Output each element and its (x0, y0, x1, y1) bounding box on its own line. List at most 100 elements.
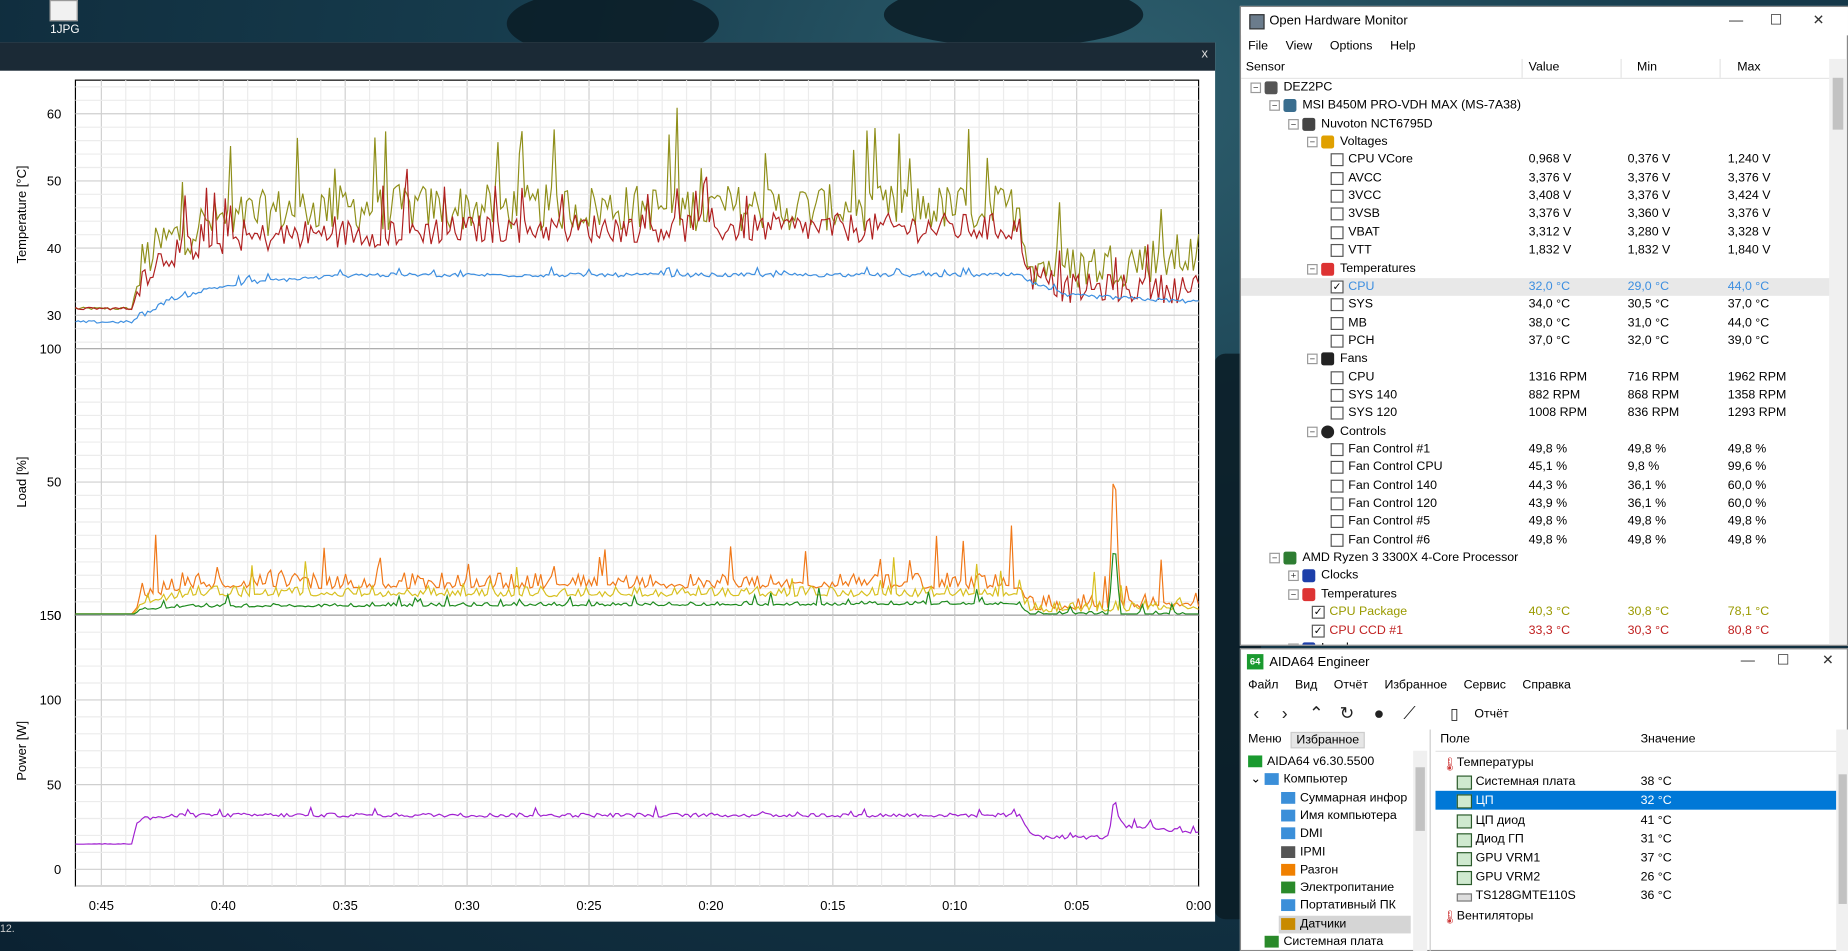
tree-node[interactable]: − Voltages (1241, 133, 1830, 151)
close-icon[interactable]: x (1201, 47, 1209, 62)
tree-node[interactable]: − DEZ2PC (1241, 79, 1830, 97)
menu-report[interactable]: Отчёт (1333, 677, 1369, 692)
forward-icon[interactable]: › (1281, 703, 1288, 724)
sensor-row[interactable]: GPU VRM2 26 °C (1435, 868, 1836, 887)
series-line[interactable] (75, 801, 1199, 845)
sensor-row[interactable]: Fan Control #5 49,8 % 49,8 % 49,8 % (1241, 513, 1830, 531)
sensor-row[interactable]: AVCC 3,376 V 3,376 V 3,376 V (1241, 169, 1830, 187)
series-line[interactable] (75, 168, 1200, 311)
menu-help[interactable]: Справка (1522, 677, 1571, 692)
group-header[interactable]: 🌡 Температуры (1435, 753, 1836, 772)
expand-icon[interactable]: + (1288, 570, 1299, 582)
sensor-row[interactable]: TS128GMTE110S 36 °C (1435, 887, 1836, 906)
chart-icon[interactable]: ⟋ (1403, 703, 1416, 724)
plot-checkbox[interactable] (1330, 533, 1344, 547)
menu-options[interactable]: Options (1329, 38, 1373, 54)
collapse-icon[interactable]: − (1269, 100, 1280, 112)
sensor-row[interactable]: ✓ CPU CCD #1 33,3 °C 30,3 °C 80,8 °C (1241, 622, 1830, 640)
sensor-row[interactable]: VBAT 3,312 V 3,280 V 3,328 V (1241, 224, 1830, 242)
plot-checkbox[interactable] (1330, 316, 1344, 330)
plot-checkbox[interactable]: ✓ (1311, 605, 1325, 619)
collapse-icon[interactable]: − (1288, 118, 1299, 130)
sensor-row[interactable]: Fan Control CPU 45,1 % 9,8 % 99,6 % (1241, 459, 1830, 477)
up-icon[interactable]: ⌃ (1309, 703, 1324, 724)
maximize-icon[interactable]: ☐ (1769, 11, 1783, 29)
menu-file[interactable]: Файл (1248, 677, 1279, 692)
sensor-row[interactable]: Системная плата 38 °C (1435, 772, 1836, 791)
sensor-row[interactable]: CPU VCore 0,968 V 0,376 V 1,240 V (1241, 151, 1830, 169)
sensor-row[interactable]: GPU VRM1 37 °C (1435, 849, 1836, 868)
tree-node[interactable]: − Temperatures (1241, 260, 1830, 278)
refresh-icon[interactable]: ↻ (1339, 703, 1355, 724)
nav-item[interactable]: DMI (1279, 825, 1411, 843)
sensor-row[interactable]: SYS 120 1008 RPM 836 RPM 1293 RPM (1241, 405, 1830, 423)
column-divider[interactable] (1521, 58, 1523, 78)
nav-item[interactable]: Компьютер ⌄ (1250, 771, 1410, 789)
nav-item[interactable]: Имя компьютера (1279, 807, 1411, 825)
nav-item[interactable]: Датчики (1278, 915, 1411, 934)
series-line[interactable] (75, 265, 1199, 324)
back-icon[interactable]: ‹ (1253, 703, 1260, 724)
plot-titlebar[interactable]: x (0, 42, 1216, 71)
col-field[interactable]: Поле (1440, 731, 1470, 747)
series-line[interactable] (75, 552, 1199, 615)
sensor-row[interactable]: ✓ CPU 32,0 °C 29,0 °C 44,0 °C (1241, 277, 1831, 296)
menu-file[interactable]: File (1248, 38, 1269, 54)
collapse-icon[interactable]: − (1307, 263, 1318, 275)
plot-checkbox[interactable] (1330, 298, 1344, 312)
sensor-row[interactable]: ЦП 32 °C (1435, 791, 1837, 811)
sensor-row[interactable]: ЦП диод 41 °C (1435, 810, 1836, 829)
collapse-icon[interactable]: − (1269, 552, 1280, 564)
series-line[interactable] (75, 107, 1200, 311)
user-icon[interactable]: ● (1373, 703, 1385, 724)
tab-favorites[interactable]: Избранное (1290, 731, 1366, 749)
menu-view[interactable]: Вид (1294, 677, 1318, 692)
sensor-row[interactable]: PCH 37,0 °C 32,0 °C 39,0 °C (1241, 332, 1830, 350)
sensor-plot[interactable]: 30 40 50 60 Temperature [°C] 100 50 0 Load [%] 15… (0, 71, 1215, 922)
sensor-row[interactable]: 3VSB 3,376 V 3,360 V 3,376 V (1241, 206, 1830, 224)
menu-favorites[interactable]: Избранное (1384, 677, 1448, 692)
sensor-row[interactable]: Fan Control #6 49,8 % 49,8 % 49,8 % (1241, 531, 1830, 549)
scrollbar-thumb[interactable] (1415, 767, 1425, 831)
series-line[interactable] (75, 483, 1200, 615)
col-sensor[interactable]: Sensor (1245, 60, 1285, 75)
report-button[interactable]: Отчёт (1474, 707, 1509, 722)
vertical-scrollbar[interactable] (1829, 58, 1847, 645)
close-icon[interactable]: ✕ (1822, 651, 1834, 669)
plot-checkbox[interactable] (1330, 334, 1344, 348)
tree-node[interactable]: − Load (1241, 640, 1830, 645)
col-value[interactable]: Value (1528, 60, 1560, 75)
series-line[interactable] (75, 557, 1199, 615)
collapse-icon[interactable]: − (1288, 589, 1299, 600)
sensor-row[interactable]: 3VCC 3,408 V 3,376 V 3,424 V (1241, 188, 1830, 206)
nav-item[interactable]: Разгон (1279, 861, 1411, 879)
sensor-row[interactable]: MB 38,0 °C 31,0 °C 44,0 °C (1241, 314, 1830, 332)
minimize-icon[interactable]: — (1740, 651, 1755, 669)
sensor-row[interactable]: Fan Control #1 49,8 % 49,8 % 49,8 % (1241, 441, 1830, 459)
menu-help[interactable]: Help (1390, 38, 1416, 54)
nav-item[interactable]: AIDA64 v6.30.5500 (1246, 753, 1411, 771)
tab-menu[interactable]: Меню (1248, 731, 1282, 747)
nav-item[interactable]: Системная плата (1262, 933, 1410, 951)
plot-checkbox[interactable] (1330, 479, 1344, 493)
vertical-scrollbar[interactable] (1836, 729, 1848, 951)
column-divider[interactable] (1719, 58, 1721, 78)
col-min[interactable]: Min (1637, 60, 1657, 75)
col-value[interactable]: Значение (1640, 731, 1696, 747)
sensor-row[interactable]: SYS 34,0 °C 30,5 °C 37,0 °C (1241, 296, 1830, 314)
sensor-row[interactable]: VTT 1,832 V 1,832 V 1,840 V (1241, 242, 1830, 260)
close-icon[interactable]: ✕ (1812, 11, 1825, 29)
plot-checkbox[interactable] (1330, 443, 1344, 457)
collapse-icon[interactable]: − (1250, 82, 1262, 94)
sensor-row[interactable]: SYS 140 882 RPM 868 RPM 1358 RPM (1241, 386, 1830, 404)
collapse-icon[interactable]: − (1307, 136, 1318, 148)
sensor-row[interactable]: ✓ CPU Package 40,3 °C 30,8 °C 78,1 °C (1241, 604, 1830, 622)
sensor-row[interactable]: Fan Control 120 43,9 % 36,1 % 60,0 % (1241, 495, 1830, 513)
tree-node[interactable]: − MSI B450M PRO-VDH MAX (MS-7A38) (1241, 97, 1830, 115)
plot-checkbox[interactable]: ✓ (1311, 624, 1325, 638)
scrollbar-thumb[interactable] (1832, 77, 1844, 130)
tree-node[interactable]: − Controls (1241, 423, 1830, 441)
collapse-icon[interactable]: − (1307, 353, 1318, 365)
aida-titlebar[interactable]: 64 AIDA64 Engineer — ☐ ✕ (1241, 649, 1848, 675)
plot-checkbox[interactable] (1330, 171, 1344, 185)
